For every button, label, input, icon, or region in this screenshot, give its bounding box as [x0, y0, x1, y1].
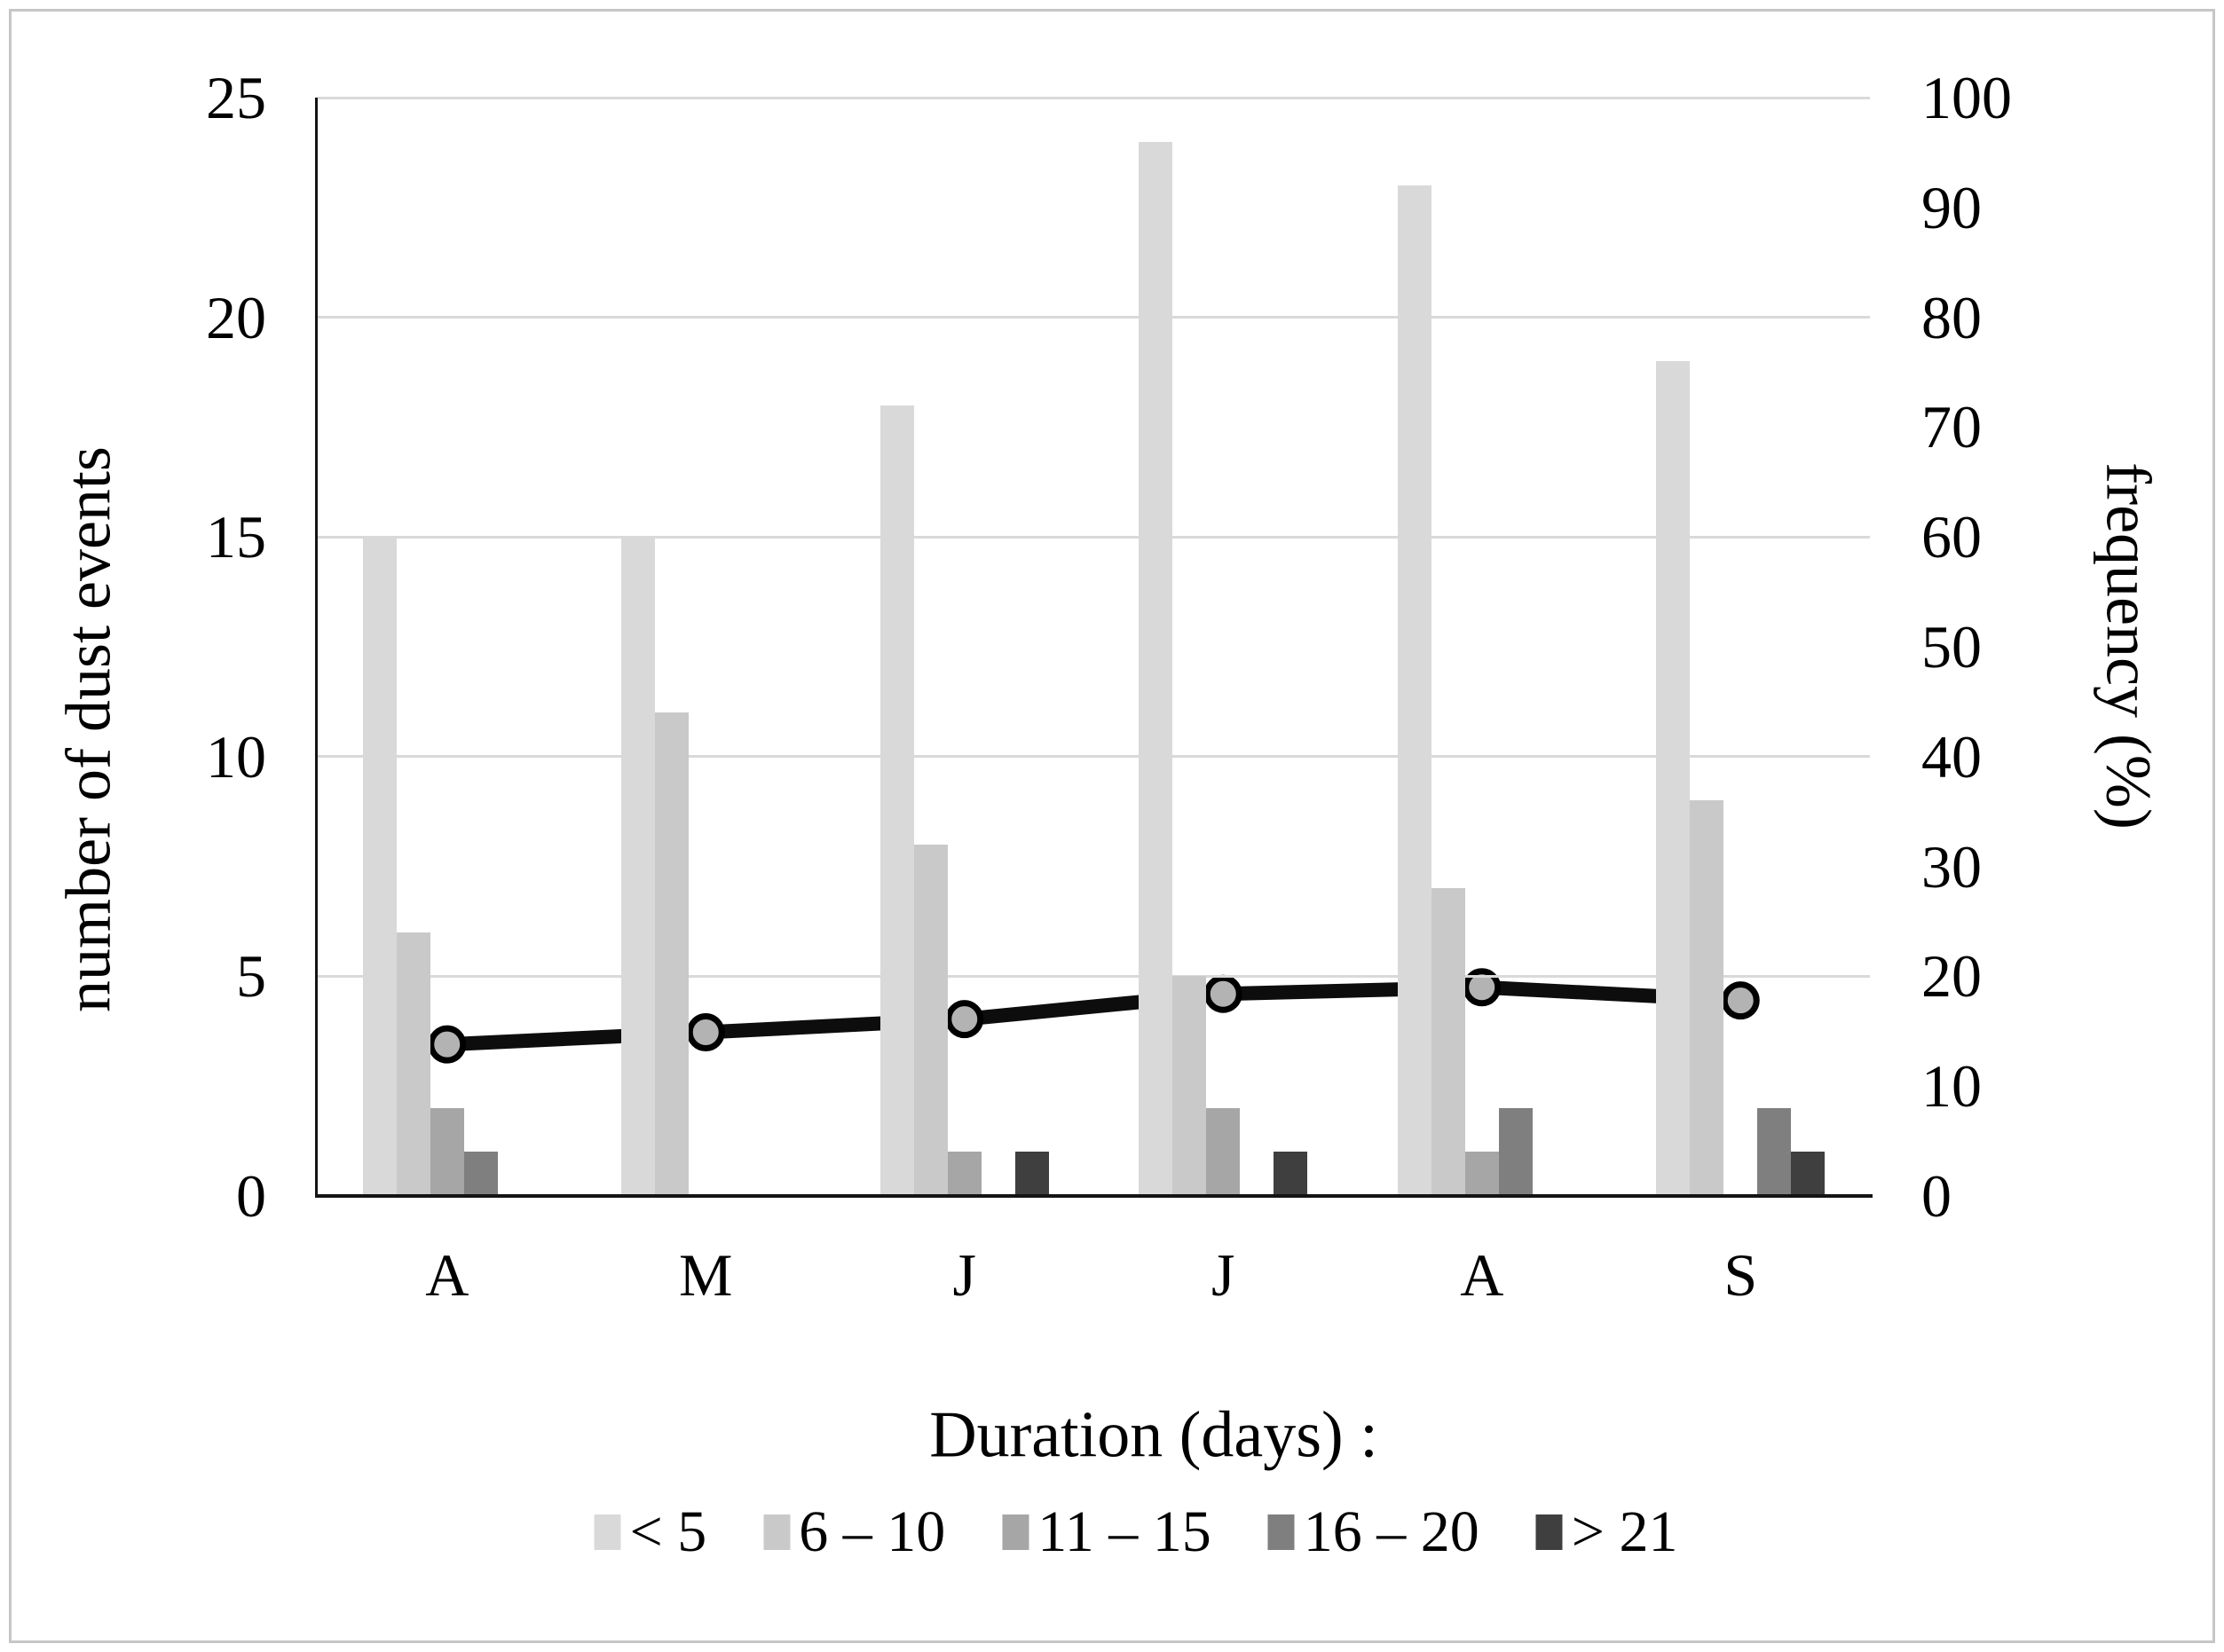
bar-A-11–15 — [430, 1107, 464, 1196]
right-axis-title: frequency (%) — [2093, 462, 2165, 830]
legend-label: 16 – 20 — [1303, 1499, 1479, 1564]
right-axis-tick-20: 20 — [1921, 942, 1982, 1011]
x-axis-label-5: S — [1723, 1241, 1758, 1309]
legend-swatch-icon — [763, 1514, 791, 1550]
legend-item: 11 – 15 — [1002, 1503, 1211, 1562]
legend-label: > 21 — [1571, 1499, 1678, 1564]
right-axis-tick-50: 50 — [1921, 613, 1982, 680]
bar-S-6–10 — [1690, 800, 1724, 1196]
left-axis-tick-10: 10 — [206, 722, 266, 791]
legend-item: < 5 — [594, 1503, 706, 1562]
frequency-marker-M — [686, 1013, 725, 1052]
frequency-marker-A — [428, 1025, 467, 1064]
left-axis-tick-25: 25 — [206, 64, 266, 131]
bar-A-<5 — [362, 537, 397, 1196]
bar-J-<5 — [1139, 141, 1173, 1196]
frequency-marker-J — [945, 1000, 984, 1039]
legend-item: 16 – 20 — [1267, 1499, 1479, 1564]
right-axis-tick-40: 40 — [1921, 722, 1982, 791]
right-axis-tick-100: 100 — [1921, 64, 2012, 131]
x-axis-label-1: M — [679, 1241, 733, 1309]
bar-J->21 — [1274, 1152, 1308, 1196]
left-axis-line — [315, 98, 318, 1198]
right-axis-tick-80: 80 — [1921, 283, 1982, 351]
legend-label: 11 – 15 — [1037, 1499, 1211, 1564]
bar-M-6–10 — [655, 712, 690, 1196]
bar-J-6–10 — [1172, 976, 1207, 1196]
legend-swatch-icon — [1002, 1514, 1029, 1550]
bar-S->21 — [1791, 1152, 1826, 1196]
gridline-10 — [318, 755, 1870, 759]
frequency-marker-J — [1203, 974, 1242, 1013]
right-axis-tick-70: 70 — [1921, 393, 1982, 461]
gridline-15 — [318, 535, 1870, 539]
legend-swatch-icon — [1535, 1514, 1563, 1550]
legend-swatch-icon — [594, 1514, 621, 1550]
bar-J->21 — [1014, 1152, 1049, 1196]
legend-item: > 21 — [1535, 1499, 1678, 1564]
right-axis-tick-60: 60 — [1921, 503, 1982, 571]
bar-A-6–10 — [396, 932, 430, 1196]
x-axis-label-2: J — [952, 1241, 976, 1309]
gridline-20 — [318, 316, 1870, 319]
bar-J-<5 — [879, 405, 914, 1196]
frequency-marker-A — [1463, 968, 1502, 1007]
left-axis-tick-0: 0 — [236, 1162, 266, 1230]
gridline-25 — [318, 96, 1870, 99]
bar-J-11–15 — [947, 1152, 982, 1196]
bar-S-16–20 — [1757, 1107, 1792, 1196]
bar-A-16–20 — [1498, 1107, 1533, 1196]
bar-M-<5 — [621, 537, 656, 1196]
bar-A-11–15 — [1464, 1152, 1499, 1196]
frequency-marker-S — [1721, 981, 1760, 1020]
left-axis-tick-15: 15 — [206, 503, 266, 571]
bar-J-6–10 — [913, 844, 948, 1196]
legend: < 5 6 – 10 11 – 15 16 – 20 > 21 — [594, 1499, 1678, 1564]
right-axis-tick-10: 10 — [1921, 1052, 1982, 1121]
bar-S-<5 — [1656, 361, 1691, 1196]
bottom-axis-line — [315, 1194, 1873, 1198]
x-axis-label-4: A — [1460, 1241, 1504, 1309]
left-axis-tick-20: 20 — [206, 283, 266, 351]
x-axis-label-0: A — [425, 1241, 469, 1309]
right-axis-tick-90: 90 — [1921, 173, 1982, 241]
legend-swatch-icon — [1267, 1514, 1295, 1550]
right-axis-tick-30: 30 — [1921, 832, 1982, 901]
gridline-5 — [318, 974, 1870, 978]
legend-title: Duration (days) : — [929, 1398, 1378, 1472]
legend-label: 6 – 10 — [799, 1499, 946, 1564]
bar-A-<5 — [1397, 185, 1431, 1196]
bar-A-16–20 — [463, 1152, 498, 1196]
x-axis-label-3: J — [1211, 1241, 1235, 1309]
legend-item: 6 – 10 — [763, 1503, 945, 1562]
bar-J-11–15 — [1206, 1107, 1241, 1196]
bar-A-6–10 — [1431, 888, 1465, 1196]
left-axis-tick-5: 5 — [236, 942, 266, 1011]
legend-label: < 5 — [629, 1499, 707, 1564]
right-axis-tick-0: 0 — [1921, 1162, 1952, 1230]
plot-area — [318, 96, 1870, 1196]
frequency-line-layer — [428, 968, 1760, 1064]
